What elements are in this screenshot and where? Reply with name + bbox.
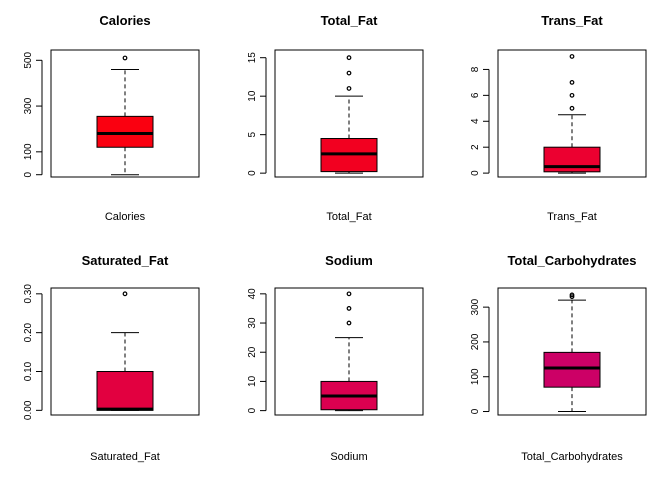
y-tick-label: 0 — [23, 171, 34, 177]
outlier-point — [569, 92, 575, 98]
y-tick-label: 500 — [23, 52, 34, 69]
y-tick-label: 10 — [247, 90, 258, 102]
y-tick-label: 40 — [247, 288, 258, 300]
outlier-point — [346, 306, 352, 311]
y-tick-label: 100 — [470, 368, 481, 385]
y-tick-label: 0 — [247, 170, 258, 176]
y-tick-label: 6 — [470, 92, 481, 98]
plot-frame — [50, 287, 200, 416]
plot-title: Saturated_Fat — [82, 253, 169, 268]
box-iqr — [96, 371, 154, 411]
y-tick-label: 100 — [23, 143, 34, 160]
plot-frame — [274, 287, 424, 416]
y-tick-label: 200 — [470, 333, 481, 350]
y-tick-label: 300 — [470, 298, 481, 315]
outlier-point — [569, 79, 575, 85]
outlier-point — [122, 291, 128, 297]
y-tick-label: 10 — [247, 375, 258, 387]
plot-title: Sodium — [325, 253, 373, 268]
outlier-point — [346, 55, 352, 61]
plot-title: Calories — [99, 13, 150, 28]
plot-frame — [50, 49, 200, 178]
x-axis-label: Total_Carbohydrates — [521, 451, 623, 463]
x-axis-label: Trans_Fat — [547, 211, 597, 223]
outlier-point — [569, 54, 575, 59]
plot-frame — [497, 49, 647, 178]
y-tick-label: 0.10 — [23, 361, 34, 381]
outlier-point — [122, 55, 128, 61]
y-tick-label: 0 — [470, 408, 481, 414]
plot-frame — [274, 49, 424, 178]
outlier-point — [346, 86, 352, 91]
plot-title: Total_Fat — [321, 13, 378, 28]
y-tick-label: 4 — [470, 118, 481, 124]
y-tick-label: 0.20 — [23, 322, 34, 342]
y-tick-label: 0 — [470, 170, 481, 176]
plot-title: Trans_Fat — [541, 13, 603, 28]
y-tick-label: 5 — [247, 131, 258, 137]
outlier-point — [346, 320, 352, 326]
box-iqr — [543, 351, 601, 388]
x-axis-label: Calories — [105, 211, 146, 223]
outlier-point — [569, 105, 575, 111]
x-axis-label: Sodium — [330, 451, 367, 463]
y-tick-label: 0.30 — [23, 284, 34, 304]
y-tick-label: 30 — [247, 317, 258, 329]
x-axis-label: Saturated_Fat — [90, 451, 160, 463]
outlier-point — [569, 292, 575, 298]
outlier-point — [346, 70, 352, 76]
y-tick-label: 20 — [247, 346, 258, 358]
y-tick-label: 8 — [470, 66, 481, 72]
y-tick-label: 0.00 — [23, 400, 34, 420]
y-tick-label: 15 — [247, 52, 258, 64]
outlier-point — [569, 294, 575, 300]
y-tick-label: 2 — [470, 144, 481, 150]
outlier-point — [346, 291, 352, 297]
plot-title: Total_Carbohydrates — [507, 253, 636, 268]
box-iqr — [96, 115, 154, 148]
x-axis-label: Total_Fat — [326, 211, 371, 223]
y-tick-label: 300 — [23, 97, 34, 114]
plot-frame — [497, 287, 647, 416]
y-tick-label: 0 — [247, 407, 258, 413]
